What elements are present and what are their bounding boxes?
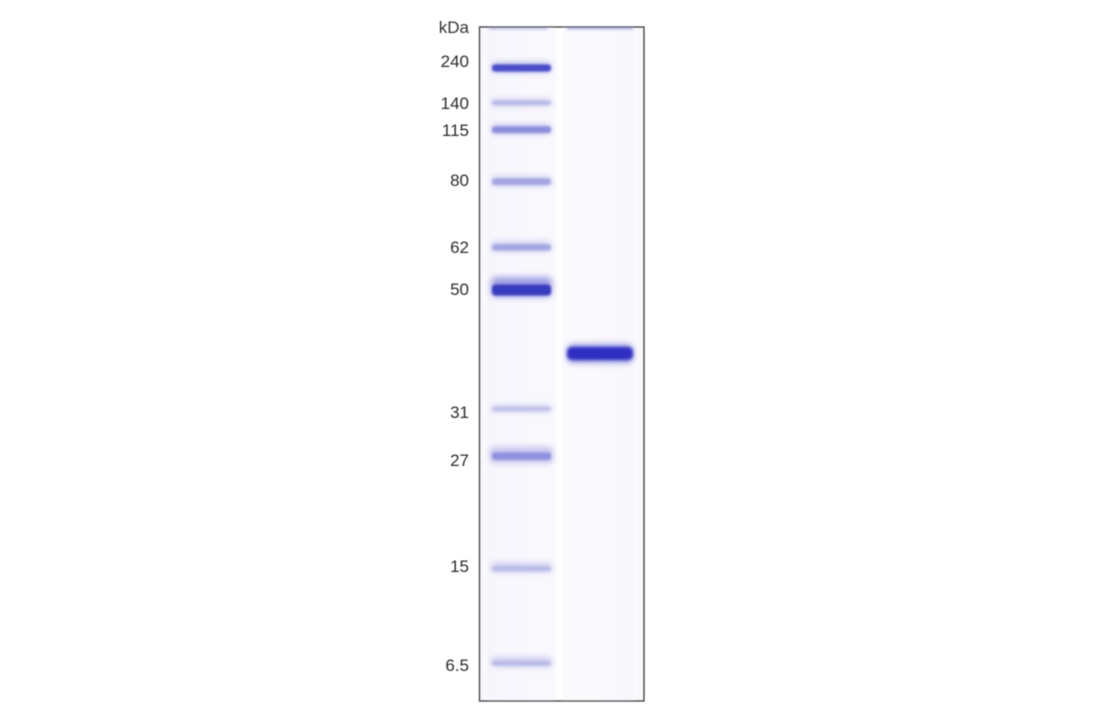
svg-text:kDa: kDa: [439, 18, 470, 37]
svg-text:50: 50: [450, 280, 469, 299]
svg-text:240: 240: [441, 52, 469, 71]
svg-text:140: 140: [441, 94, 469, 113]
svg-text:62: 62: [450, 238, 469, 257]
svg-text:80: 80: [450, 171, 469, 190]
svg-text:27: 27: [450, 451, 469, 470]
svg-text:6.5: 6.5: [445, 656, 469, 675]
svg-text:31: 31: [450, 403, 469, 422]
svg-text:15: 15: [450, 557, 469, 576]
svg-text:115: 115: [442, 121, 469, 140]
